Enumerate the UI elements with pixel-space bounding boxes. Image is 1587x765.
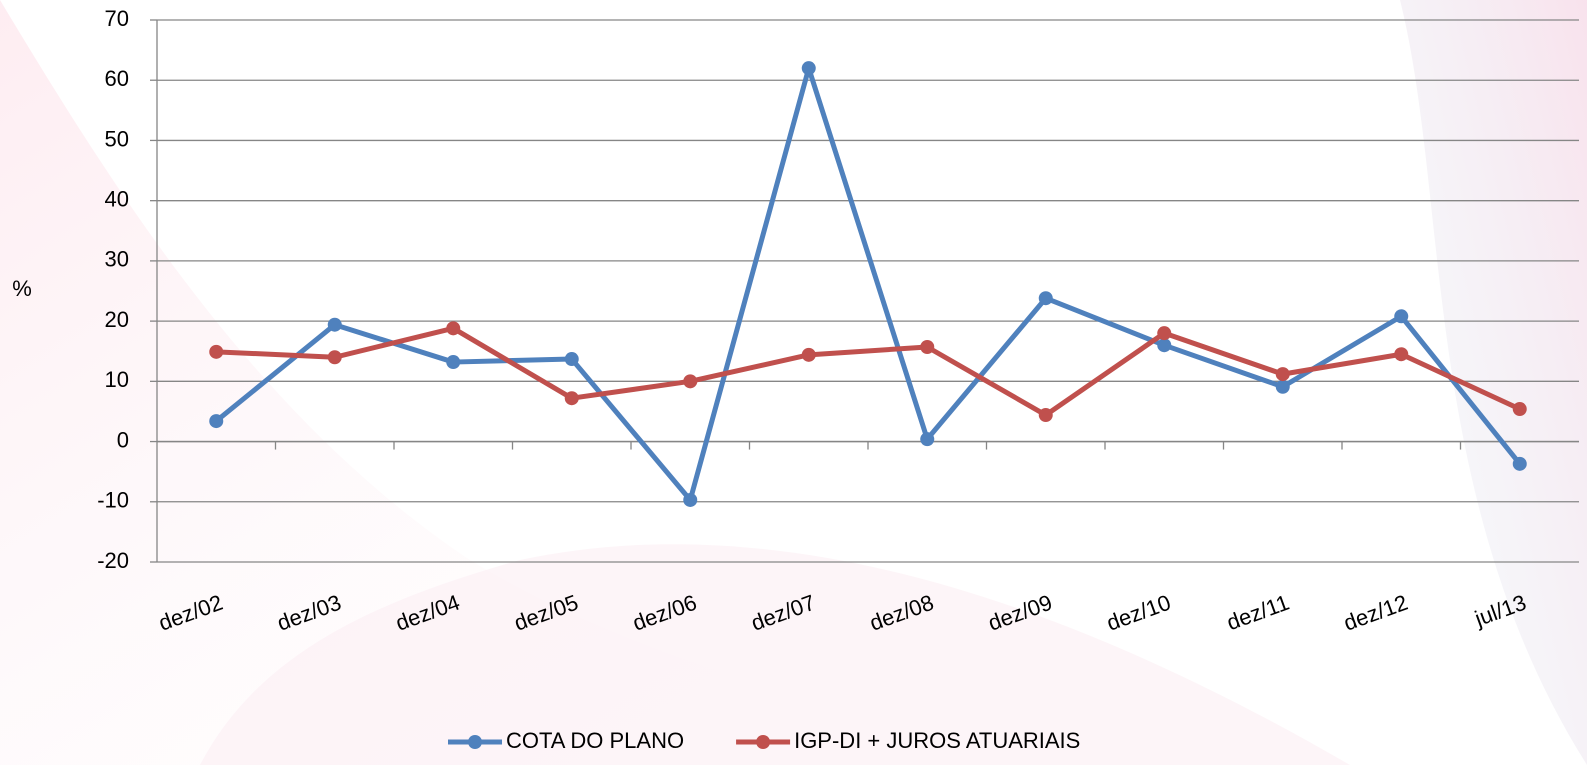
- y-tick-label: 60: [105, 66, 129, 91]
- data-point: [683, 374, 697, 388]
- y-tick-label: 70: [105, 6, 129, 31]
- data-point: [1039, 291, 1053, 305]
- data-point: [1276, 380, 1290, 394]
- legend-marker: [468, 735, 482, 749]
- y-tick-label: 40: [105, 186, 129, 211]
- data-point: [920, 432, 934, 446]
- data-point: [1394, 309, 1408, 323]
- data-point: [1276, 367, 1290, 381]
- y-tick-label: 0: [117, 427, 129, 452]
- y-tick-label: 50: [105, 126, 129, 151]
- data-point: [328, 318, 342, 332]
- page: {"chart_data": {"type": "line", "y_label…: [0, 0, 1587, 765]
- x-tick-label: dez/11: [1223, 590, 1292, 636]
- series-line: [216, 68, 1520, 500]
- series-line: [216, 328, 1520, 415]
- data-point: [1157, 338, 1171, 352]
- data-point: [683, 493, 697, 507]
- y-tick-label: 10: [105, 367, 129, 392]
- x-tick-label: dez/12: [1340, 590, 1411, 636]
- chart: % -20-10010203040506070dez/02dez/03dez/0…: [0, 0, 1587, 765]
- data-point: [1513, 402, 1527, 416]
- data-point: [1157, 326, 1171, 340]
- data-point: [920, 340, 934, 354]
- y-tick-label: 30: [105, 247, 129, 272]
- data-point: [802, 61, 816, 75]
- data-point: [446, 355, 460, 369]
- y-tick-label: -20: [97, 548, 129, 573]
- data-point: [1039, 408, 1053, 422]
- data-point: [209, 414, 223, 428]
- y-tick-label: -10: [97, 488, 129, 513]
- data-point: [328, 350, 342, 364]
- data-point: [446, 321, 460, 335]
- data-point: [209, 345, 223, 359]
- legend-label: COTA DO PLANO: [506, 728, 684, 753]
- legend-marker: [756, 735, 770, 749]
- data-point: [565, 391, 579, 405]
- y-axis-label: %: [12, 276, 32, 301]
- data-point: [565, 352, 579, 366]
- data-point: [802, 348, 816, 362]
- x-tick-label: dez/10: [1103, 590, 1174, 636]
- legend-label: IGP-DI + JUROS ATUARIAIS: [794, 728, 1080, 753]
- y-tick-label: 20: [105, 307, 129, 332]
- data-point: [1513, 457, 1527, 471]
- data-point: [1394, 347, 1408, 361]
